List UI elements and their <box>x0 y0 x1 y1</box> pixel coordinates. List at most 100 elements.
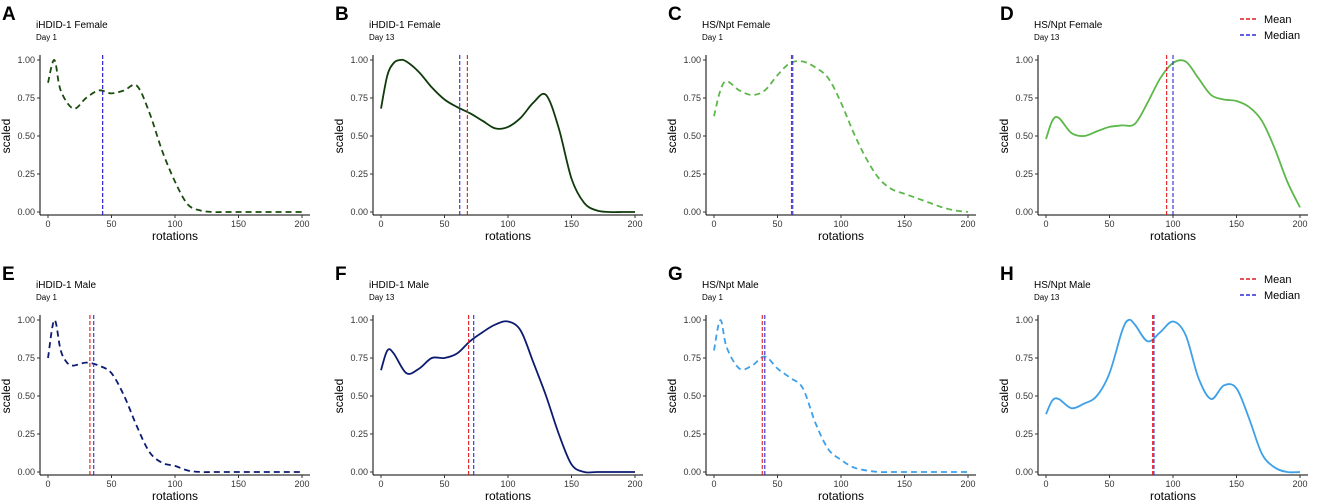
y-tick-label: 0.75 <box>683 353 701 363</box>
y-tick-label: 0.00 <box>350 467 368 477</box>
y-tick-label: 0.25 <box>1015 429 1033 439</box>
density-line <box>713 319 968 474</box>
plot-subtitle: Day 1 <box>36 33 57 42</box>
x-tick-label: 150 <box>231 219 246 229</box>
panel-h: H HS/Npt Male Day 13 0.00 0.25 0.50 0.75 1.00 0 5… <box>997 264 1308 502</box>
y-axis-label: scaled <box>997 119 1011 154</box>
x-tick-label: 0 <box>1043 479 1048 489</box>
x-axis-label: rotations <box>485 229 531 243</box>
y-tick-label: 1.00 <box>350 315 368 325</box>
y-tick-label: 0.75 <box>350 353 368 363</box>
y-tick-label: 0.50 <box>1015 131 1033 141</box>
x-axis-label: rotations <box>152 229 198 243</box>
panel-c: C HS/Npt Female Day 1 0.00 0.25 0.50 0.75 1.00 0… <box>665 4 976 243</box>
y-tick-label: 1.00 <box>1015 315 1033 325</box>
y-tick-label: 1.00 <box>17 315 35 325</box>
x-tick-label: 100 <box>167 479 182 489</box>
x-tick-label: 100 <box>833 479 848 489</box>
x-tick-label: 200 <box>960 219 975 229</box>
panel-letter: A <box>2 4 16 25</box>
x-tick-label: 100 <box>500 219 515 229</box>
x-tick-label: 0 <box>45 479 50 489</box>
x-axis-label: rotations <box>1150 489 1196 502</box>
panel-letter: B <box>335 4 349 25</box>
x-tick-label: 150 <box>897 479 912 489</box>
density-line <box>713 60 969 213</box>
y-tick-label: 0.25 <box>350 429 368 439</box>
y-tick-label: 0.50 <box>1015 391 1033 401</box>
y-tick-label: 0.75 <box>17 93 35 103</box>
density-line <box>1045 318 1301 474</box>
y-axis-label: scaled <box>0 379 13 414</box>
x-tick-label: 100 <box>1165 219 1180 229</box>
x-tick-label: 50 <box>1104 479 1114 489</box>
x-tick-label: 50 <box>772 219 782 229</box>
panel-d: D HS/Npt Female Day 13 0.00 0.25 0.50 0.75 1.00… <box>997 4 1308 243</box>
y-tick-label: 0.50 <box>350 131 368 141</box>
x-tick-label: 50 <box>439 219 449 229</box>
panel-letter: E <box>2 264 15 285</box>
legend-mean-label: Mean <box>1264 14 1292 26</box>
panel-g: G HS/Npt Male Day 1 0.00 0.25 0.50 0.75 1.00 0 50… <box>665 264 976 502</box>
y-axis-label: scaled <box>665 379 679 414</box>
x-axis-label: rotations <box>485 489 531 502</box>
x-tick-label: 100 <box>1165 479 1180 489</box>
y-tick-label: 1.00 <box>350 55 368 65</box>
y-axis-label: scaled <box>332 379 346 414</box>
y-axis-label: scaled <box>997 379 1011 414</box>
x-tick-label: 200 <box>1292 479 1307 489</box>
x-tick-label: 200 <box>627 479 642 489</box>
plot-title: iHDID-1 Male <box>36 280 96 291</box>
y-tick-label: 0.75 <box>1015 93 1033 103</box>
plot-subtitle: Day 1 <box>702 33 723 42</box>
legend-top: Mean Median <box>1240 14 1300 42</box>
x-tick-label: 200 <box>960 479 975 489</box>
y-tick-label: 0.75 <box>1015 353 1033 363</box>
x-tick-label: 0 <box>378 479 383 489</box>
x-tick-label: 100 <box>500 479 515 489</box>
plot-subtitle: Day 13 <box>369 293 395 302</box>
x-tick-label: 150 <box>564 479 579 489</box>
y-tick-label: 0.25 <box>17 169 35 179</box>
y-tick-label: 0.00 <box>683 207 701 217</box>
x-tick-label: 200 <box>627 219 642 229</box>
legend-median-label: Median <box>1264 290 1300 302</box>
x-tick-label: 150 <box>1229 219 1244 229</box>
x-tick-label: 0 <box>1043 219 1048 229</box>
plot-subtitle: Day 13 <box>1034 293 1060 302</box>
y-tick-label: 0.50 <box>17 391 35 401</box>
y-tick-label: 0.00 <box>1015 207 1033 217</box>
x-tick-label: 0 <box>45 219 50 229</box>
plot-title: HS/Npt Female <box>702 20 771 31</box>
panel-letter: D <box>1000 4 1014 25</box>
x-tick-label: 50 <box>106 219 116 229</box>
y-axis-label: scaled <box>332 119 346 154</box>
y-tick-label: 0.25 <box>683 169 701 179</box>
y-tick-label: 0.00 <box>350 207 368 217</box>
x-tick-label: 150 <box>564 219 579 229</box>
legend-bottom: Mean Median <box>1240 274 1300 302</box>
x-tick-label: 50 <box>106 479 116 489</box>
y-tick-label: 0.00 <box>1015 467 1033 477</box>
y-tick-label: 0.75 <box>350 93 368 103</box>
x-tick-label: 0 <box>378 219 383 229</box>
plot-subtitle: Day 13 <box>1034 33 1060 42</box>
y-tick-label: 0.50 <box>17 131 35 141</box>
x-tick-label: 200 <box>294 219 309 229</box>
x-axis-label: rotations <box>152 489 198 502</box>
y-tick-label: 0.50 <box>350 391 368 401</box>
x-tick-label: 150 <box>897 219 912 229</box>
y-tick-label: 0.25 <box>17 429 35 439</box>
y-tick-label: 0.00 <box>17 467 35 477</box>
plot-subtitle: Day 13 <box>369 33 395 42</box>
y-tick-label: 0.75 <box>683 93 701 103</box>
x-tick-label: 0 <box>711 219 716 229</box>
density-line <box>47 59 302 214</box>
y-tick-label: 0.00 <box>683 467 701 477</box>
y-tick-label: 0.25 <box>1015 169 1033 179</box>
density-line <box>380 58 635 214</box>
x-tick-label: 150 <box>231 479 246 489</box>
